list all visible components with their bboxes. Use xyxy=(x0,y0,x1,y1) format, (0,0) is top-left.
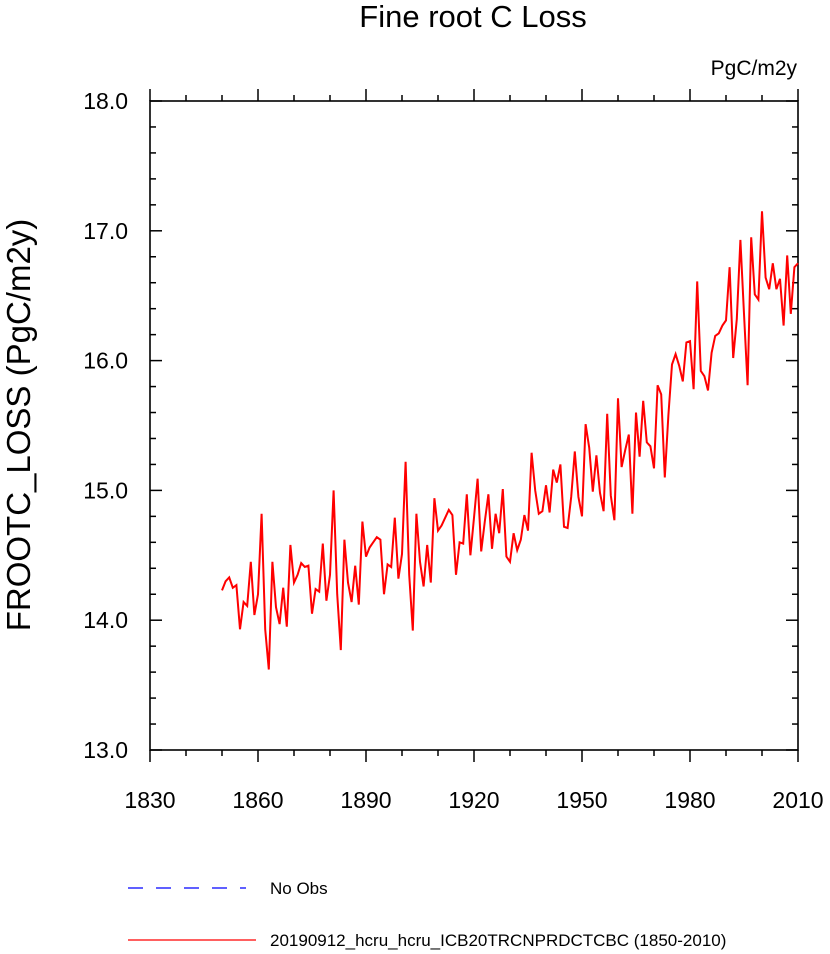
units-label: PgC/m2y xyxy=(711,57,798,80)
legend-label-model: 20190912_hcru_hcru_ICB20TRCNPRDCTCBC (18… xyxy=(270,931,726,950)
x-tick-label: 1860 xyxy=(232,787,283,813)
y-tick-label: 14.0 xyxy=(83,607,128,633)
y-tick-label: 16.0 xyxy=(83,348,128,374)
y-tick-label: 18.0 xyxy=(83,88,128,114)
y-tick-label: 17.0 xyxy=(83,218,128,244)
series-line xyxy=(221,211,799,670)
y-tick-label: 13.0 xyxy=(83,737,128,763)
x-tick-label: 1890 xyxy=(340,787,391,813)
chart-title: Fine root C Loss xyxy=(359,0,586,34)
legend-label-no-obs: No Obs xyxy=(270,879,328,898)
x-tick-label: 1950 xyxy=(556,787,607,813)
x-tick-label: 2010 xyxy=(772,787,823,813)
x-tick-label: 1830 xyxy=(124,787,175,813)
x-tick-label: 1980 xyxy=(664,787,715,813)
y-tick-label: 15.0 xyxy=(83,477,128,503)
plot-area: 1830 1860 1890 1920 1950 1980 2010 13.0 14.0 15.0… xyxy=(83,88,823,813)
y-axis-label: FROOTC_LOSS (PgC/m2y) xyxy=(0,219,37,632)
plot-frame xyxy=(149,100,799,751)
legend: No Obs 20190912_hcru_hcru_ICB20TRCNPRDCT… xyxy=(128,879,726,950)
x-tick-label: 1920 xyxy=(448,787,499,813)
